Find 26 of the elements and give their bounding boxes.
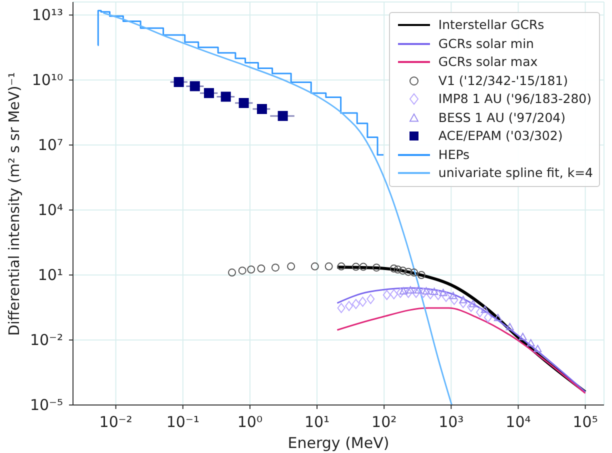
legend-label: GCRs solar max xyxy=(438,53,538,71)
y-tick-label: 10⁷ xyxy=(38,136,63,154)
legend-label: BESS 1 AU ('97/204) xyxy=(438,108,566,126)
legend-label: GCRs solar min xyxy=(438,34,534,52)
x-tick-label: 10¹ xyxy=(304,413,330,431)
x-tick-label: 10⁵ xyxy=(572,413,598,431)
y-tick-label: 10¹⁰ xyxy=(32,71,63,90)
legend-label: Interstellar GCRs xyxy=(438,16,544,34)
legend-label: IMP8 1 AU ('96/183-280) xyxy=(438,90,592,108)
x-axis-title: Energy (MeV) xyxy=(288,434,390,452)
legend-label: ACE/EPAM ('03/302) xyxy=(438,127,563,145)
x-tick-label: 10⁻¹ xyxy=(166,413,200,431)
legend-label: HEPs xyxy=(438,146,470,164)
x-tick-label: 10⁴ xyxy=(506,413,531,431)
legend-label: V1 ('12/342-'15/181) xyxy=(438,72,568,90)
y-tick-label: 10⁻⁵ xyxy=(30,396,63,414)
y-axis-title: Differential intensity (m² s sr MeV)⁻¹ xyxy=(7,72,23,336)
x-tick-label: 10⁰ xyxy=(237,413,263,431)
y-tick-label: 10⁴ xyxy=(38,201,63,220)
y-tick-label: 10⁻² xyxy=(30,331,63,350)
y-tick-label: 10¹³ xyxy=(32,6,63,24)
y-tick-label: 10¹ xyxy=(38,266,63,284)
x-tick-label: 10² xyxy=(372,413,397,431)
x-tick-label: 10⁻² xyxy=(99,413,132,431)
x-tick-label: 10³ xyxy=(438,413,464,431)
legend-label: univariate spline fit, k=4 xyxy=(438,164,593,182)
